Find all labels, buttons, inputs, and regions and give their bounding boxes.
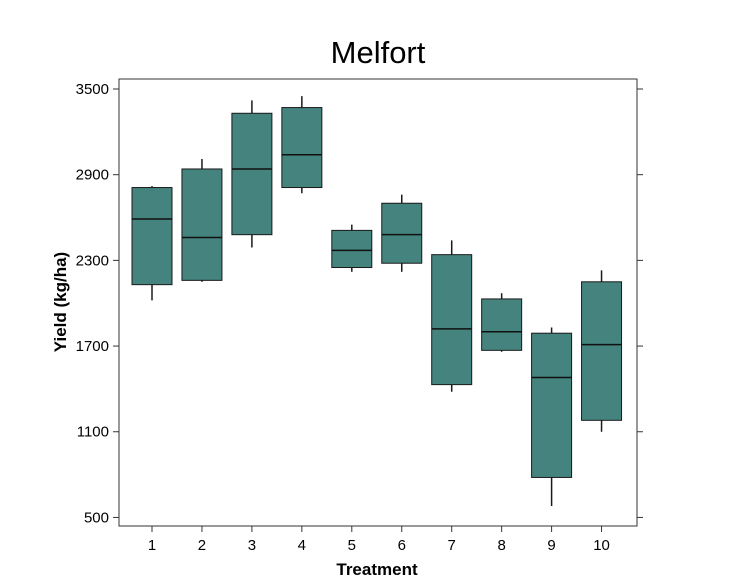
x-axis-label: Treatment [336, 560, 418, 579]
box-treatment-6 [381, 194, 423, 272]
x-tick-label: 6 [398, 537, 406, 554]
y-tick-label: 2300 [76, 252, 109, 269]
box-treatment-4 [281, 96, 323, 194]
iqr-box [231, 112, 273, 236]
x-tick-label: 3 [248, 537, 256, 554]
y-tick-label: 500 [84, 509, 109, 526]
box-treatment-10 [581, 270, 623, 432]
iqr-box [181, 168, 223, 281]
y-tick-label: 3500 [76, 81, 109, 98]
x-tick-label: 5 [348, 537, 356, 554]
x-tick-label: 2 [198, 537, 206, 554]
x-axis: 1 2 3 4 5 6 7 8 9 10 [148, 526, 610, 554]
plot-area-frame [118, 78, 638, 527]
y-tick-label: 1100 [77, 424, 109, 441]
iqr-box [281, 107, 323, 189]
iqr-box [531, 332, 573, 478]
chart-title: Melfort [331, 35, 426, 70]
iqr-box [481, 298, 523, 351]
x-tick-label: 8 [497, 537, 505, 554]
box-treatment-3 [231, 100, 273, 248]
box-treatment-8 [481, 293, 523, 352]
iqr-box [581, 281, 623, 421]
y-axis-label: Yield (kg/ha) [51, 252, 70, 352]
iqr-box [381, 202, 423, 264]
x-tick-label: 10 [593, 537, 610, 554]
y-tick-label: 1700 [76, 338, 109, 355]
iqr-box [431, 254, 473, 386]
box-treatment-9 [531, 327, 573, 507]
box-treatment-1 [131, 186, 173, 301]
x-tick-label: 4 [298, 537, 306, 554]
box-treatment-5 [331, 224, 373, 272]
box-treatment-2 [181, 158, 223, 282]
iqr-box [331, 229, 373, 269]
y-tick-label: 2900 [76, 167, 109, 184]
box-series [131, 96, 623, 507]
y-axis: 500 1100 1700 2300 2900 3500 [76, 81, 643, 526]
x-tick-label: 1 [148, 537, 156, 554]
x-tick-label: 9 [547, 537, 555, 554]
x-tick-label: 7 [448, 537, 456, 554]
box-treatment-7 [431, 240, 473, 392]
iqr-box [131, 187, 173, 286]
